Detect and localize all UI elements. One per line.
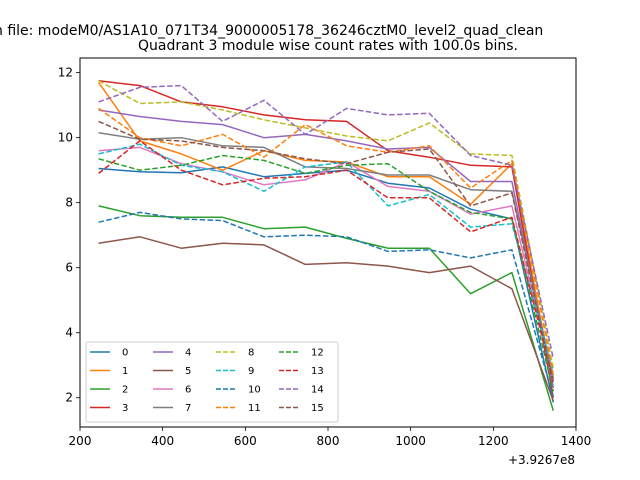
series-10-line: [98, 211, 555, 398]
legend-label-14: 14: [311, 385, 324, 396]
series-15-line: [98, 120, 555, 385]
x-tick-label: 600: [234, 434, 257, 448]
legend-label-1: 1: [122, 366, 128, 377]
series-9-line: [98, 143, 555, 372]
chart-title: Quadrant 3 module wise count rates with …: [138, 38, 518, 54]
y-axis: 2 4 6 8 10 12: [58, 66, 80, 405]
legend-label-3: 3: [122, 403, 128, 414]
legend-label-11: 11: [248, 403, 261, 414]
series-layer: [97, 80, 555, 411]
x-tick-label: 1000: [395, 434, 426, 448]
y-tick-label: 4: [65, 326, 73, 340]
legend-label-8: 8: [248, 348, 254, 359]
legend-box: [85, 341, 339, 423]
legend-label-6: 6: [185, 385, 191, 396]
y-tick-label: 6: [65, 261, 73, 275]
x-offset-label: +3.9267e8: [508, 453, 575, 467]
series-13-line: [98, 140, 555, 382]
legend-label-12: 12: [311, 348, 324, 359]
series-4-line: [98, 109, 555, 389]
y-tick-label: 12: [58, 66, 73, 80]
series-14-line: [98, 84, 555, 359]
legend-label-9: 9: [248, 366, 254, 377]
x-tick-label: 200: [69, 434, 92, 448]
x-tick-label: 400: [151, 434, 174, 448]
legend-label-7: 7: [185, 403, 191, 414]
legend-label-4: 4: [185, 348, 191, 359]
series-7-line: [98, 132, 555, 379]
series-0-line: [98, 166, 555, 403]
x-tick-label: 1200: [478, 434, 509, 448]
series-5-line: [98, 236, 555, 402]
y-tick-label: 10: [58, 131, 73, 145]
x-tick-label: 800: [317, 434, 340, 448]
y-tick-label: 2: [65, 391, 73, 405]
legend-label-2: 2: [122, 385, 128, 396]
legend-label-0: 0: [122, 348, 128, 359]
series-8-line: [98, 80, 555, 369]
series-2-line: [98, 205, 555, 411]
y-tick-label: 8: [65, 196, 73, 210]
x-axis: 200 400 600 800 1000 1200 1400: [69, 427, 592, 448]
series-12-line: [98, 154, 555, 392]
x-tick-label: 1400: [561, 434, 592, 448]
legend-label-10: 10: [248, 385, 261, 396]
legend-label-13: 13: [311, 366, 324, 377]
figure-suptitle: n file: modeM0/AS1A10_071T34_9000005178_…: [0, 23, 543, 39]
legend-label-5: 5: [185, 366, 191, 377]
legend-label-15: 15: [311, 403, 324, 414]
